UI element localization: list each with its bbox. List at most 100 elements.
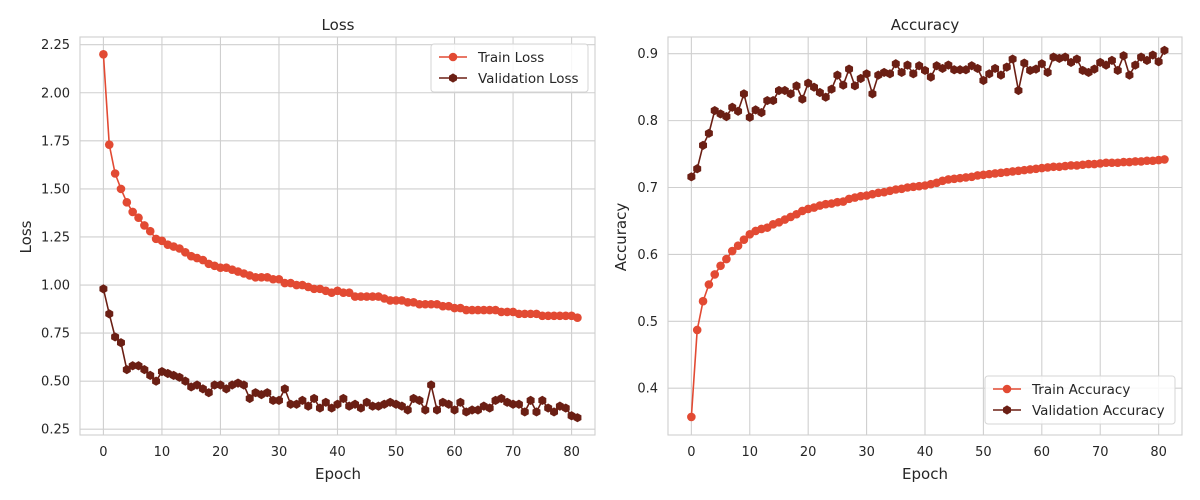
validation-loss-point — [526, 395, 535, 405]
validation-accuracy-point — [687, 172, 696, 182]
accuracy-x-axis-label: Epoch — [902, 465, 948, 483]
validation-accuracy-point — [821, 92, 830, 102]
train-loss-point — [122, 198, 132, 207]
validation-loss-point — [403, 405, 412, 415]
loss-y-tick-label: 1.75 — [41, 134, 70, 149]
accuracy-x-tick-label: 60 — [1034, 445, 1051, 460]
validation-loss-point — [111, 332, 120, 342]
validation-accuracy-point — [1008, 54, 1017, 64]
validation-accuracy-point — [1043, 67, 1052, 78]
loss-x-ticks: 0 10 20 30 40 50 60 70 80 — [99, 445, 580, 460]
validation-accuracy-point — [915, 61, 924, 71]
validation-accuracy-point — [845, 64, 854, 74]
validation-accuracy-point — [1154, 57, 1163, 67]
legend-swatch-marker — [1003, 405, 1011, 415]
validation-accuracy-point — [944, 60, 953, 70]
train-accuracy-point — [733, 241, 743, 250]
validation-accuracy-point — [921, 65, 929, 76]
loss-x-tick-label: 70 — [505, 445, 522, 460]
validation-accuracy-point — [897, 67, 906, 78]
validation-accuracy-point — [722, 112, 731, 122]
loss-legend-box — [430, 43, 589, 93]
accuracy-y-tick-label: 0.5 — [637, 315, 658, 330]
legend-swatch-marker — [1002, 384, 1012, 394]
accuracy-y-tick-label: 0.7 — [637, 181, 658, 196]
validation-accuracy-point — [1148, 50, 1157, 60]
loss-y-tick-label: 0.50 — [41, 375, 70, 390]
validation-loss-point — [444, 399, 453, 409]
legend-label: Train Loss — [477, 50, 544, 66]
loss-chart-title: Loss — [322, 16, 355, 34]
loss-y-tick-label: 0.25 — [41, 423, 70, 438]
train-accuracy-point — [710, 270, 720, 279]
validation-loss-point — [356, 403, 365, 413]
legend-label: Train Accuracy — [1031, 382, 1130, 398]
accuracy-x-tick-label: 40 — [917, 445, 934, 460]
validation-accuracy-point — [839, 80, 848, 90]
loss-y-tick-label: 1.50 — [41, 182, 70, 197]
validation-accuracy-point — [985, 69, 994, 79]
validation-loss-point — [339, 393, 348, 404]
accuracy-x-tick-label: 70 — [1092, 445, 1109, 460]
validation-accuracy-point — [1002, 62, 1011, 72]
validation-accuracy-point — [745, 112, 754, 122]
loss-y-axis-label: Loss — [17, 220, 35, 253]
loss-x-tick-label: 10 — [154, 445, 171, 460]
validation-loss-point — [520, 407, 529, 417]
loss-legend: Train Loss Validation Loss — [430, 43, 589, 93]
train-accuracy-point — [687, 412, 696, 422]
validation-loss-point — [298, 395, 307, 405]
validation-loss-point — [105, 309, 114, 319]
loss-x-tick-label: 0 — [99, 445, 107, 460]
accuracy-chart-title: Accuracy — [891, 16, 960, 34]
loss-y-ticks: 0.25 0.50 0.75 1.00 1.25 1.50 1.75 2.00 2.25 — [41, 38, 70, 438]
accuracy-x-tick-label: 50 — [975, 445, 992, 460]
validation-loss-point — [274, 395, 283, 405]
validation-accuracy-point — [850, 81, 859, 91]
validation-accuracy-point — [704, 128, 713, 138]
loss-grid — [80, 37, 595, 435]
validation-loss-point — [333, 399, 342, 409]
validation-accuracy-point — [1125, 70, 1134, 80]
validation-accuracy-point — [891, 59, 900, 69]
validation-accuracy-point — [973, 63, 982, 74]
validation-loss-point — [532, 407, 541, 417]
validation-accuracy-point — [1031, 64, 1040, 74]
loss-chart: 0 10 20 30 40 50 60 70 80 0.25 0.50 0.75 1.00 1.25 1.… — [17, 16, 596, 483]
validation-accuracy-point — [903, 60, 912, 70]
loss-x-tick-label: 60 — [446, 445, 463, 460]
validation-accuracy-point — [757, 107, 766, 118]
validation-accuracy-point — [699, 140, 708, 150]
accuracy-x-tick-label: 20 — [800, 445, 817, 460]
loss-y-tick-label: 2.25 — [41, 38, 70, 53]
validation-loss-point — [573, 413, 582, 423]
validation-loss-point — [514, 399, 523, 409]
validation-accuracy-point — [1090, 64, 1099, 74]
train-accuracy-point — [692, 325, 702, 335]
validation-loss-point — [450, 405, 459, 415]
validation-accuracy-point — [926, 72, 935, 82]
validation-accuracy-point — [856, 73, 865, 84]
loss-y-tick-label: 1.00 — [41, 279, 70, 294]
validation-loss-point — [310, 393, 319, 404]
train-accuracy-series — [687, 155, 1169, 422]
accuracy-plot-frame — [667, 36, 1183, 436]
accuracy-x-tick-label: 80 — [1150, 445, 1167, 460]
validation-loss-point — [415, 395, 424, 405]
train-loss-line — [102, 54, 578, 319]
validation-loss-point — [263, 388, 272, 398]
validation-loss-point — [181, 376, 190, 386]
validation-loss-point — [140, 365, 149, 375]
train-accuracy-point — [722, 254, 731, 264]
train-loss-point — [104, 140, 114, 149]
train-accuracy-point — [704, 280, 714, 289]
validation-accuracy-point — [1072, 54, 1081, 64]
validation-loss-point — [561, 403, 570, 413]
train-accuracy-point — [716, 261, 725, 271]
validation-loss-point — [239, 380, 248, 390]
validation-loss-point — [433, 405, 441, 415]
accuracy-chart: 0 10 20 30 40 50 60 70 80 0.4 0.5 0.6 0.7 0.8 0.9 Acc… — [612, 16, 1183, 483]
validation-accuracy-point — [792, 81, 801, 91]
validation-accuracy-point — [909, 69, 918, 79]
validation-accuracy-point — [1142, 55, 1151, 66]
